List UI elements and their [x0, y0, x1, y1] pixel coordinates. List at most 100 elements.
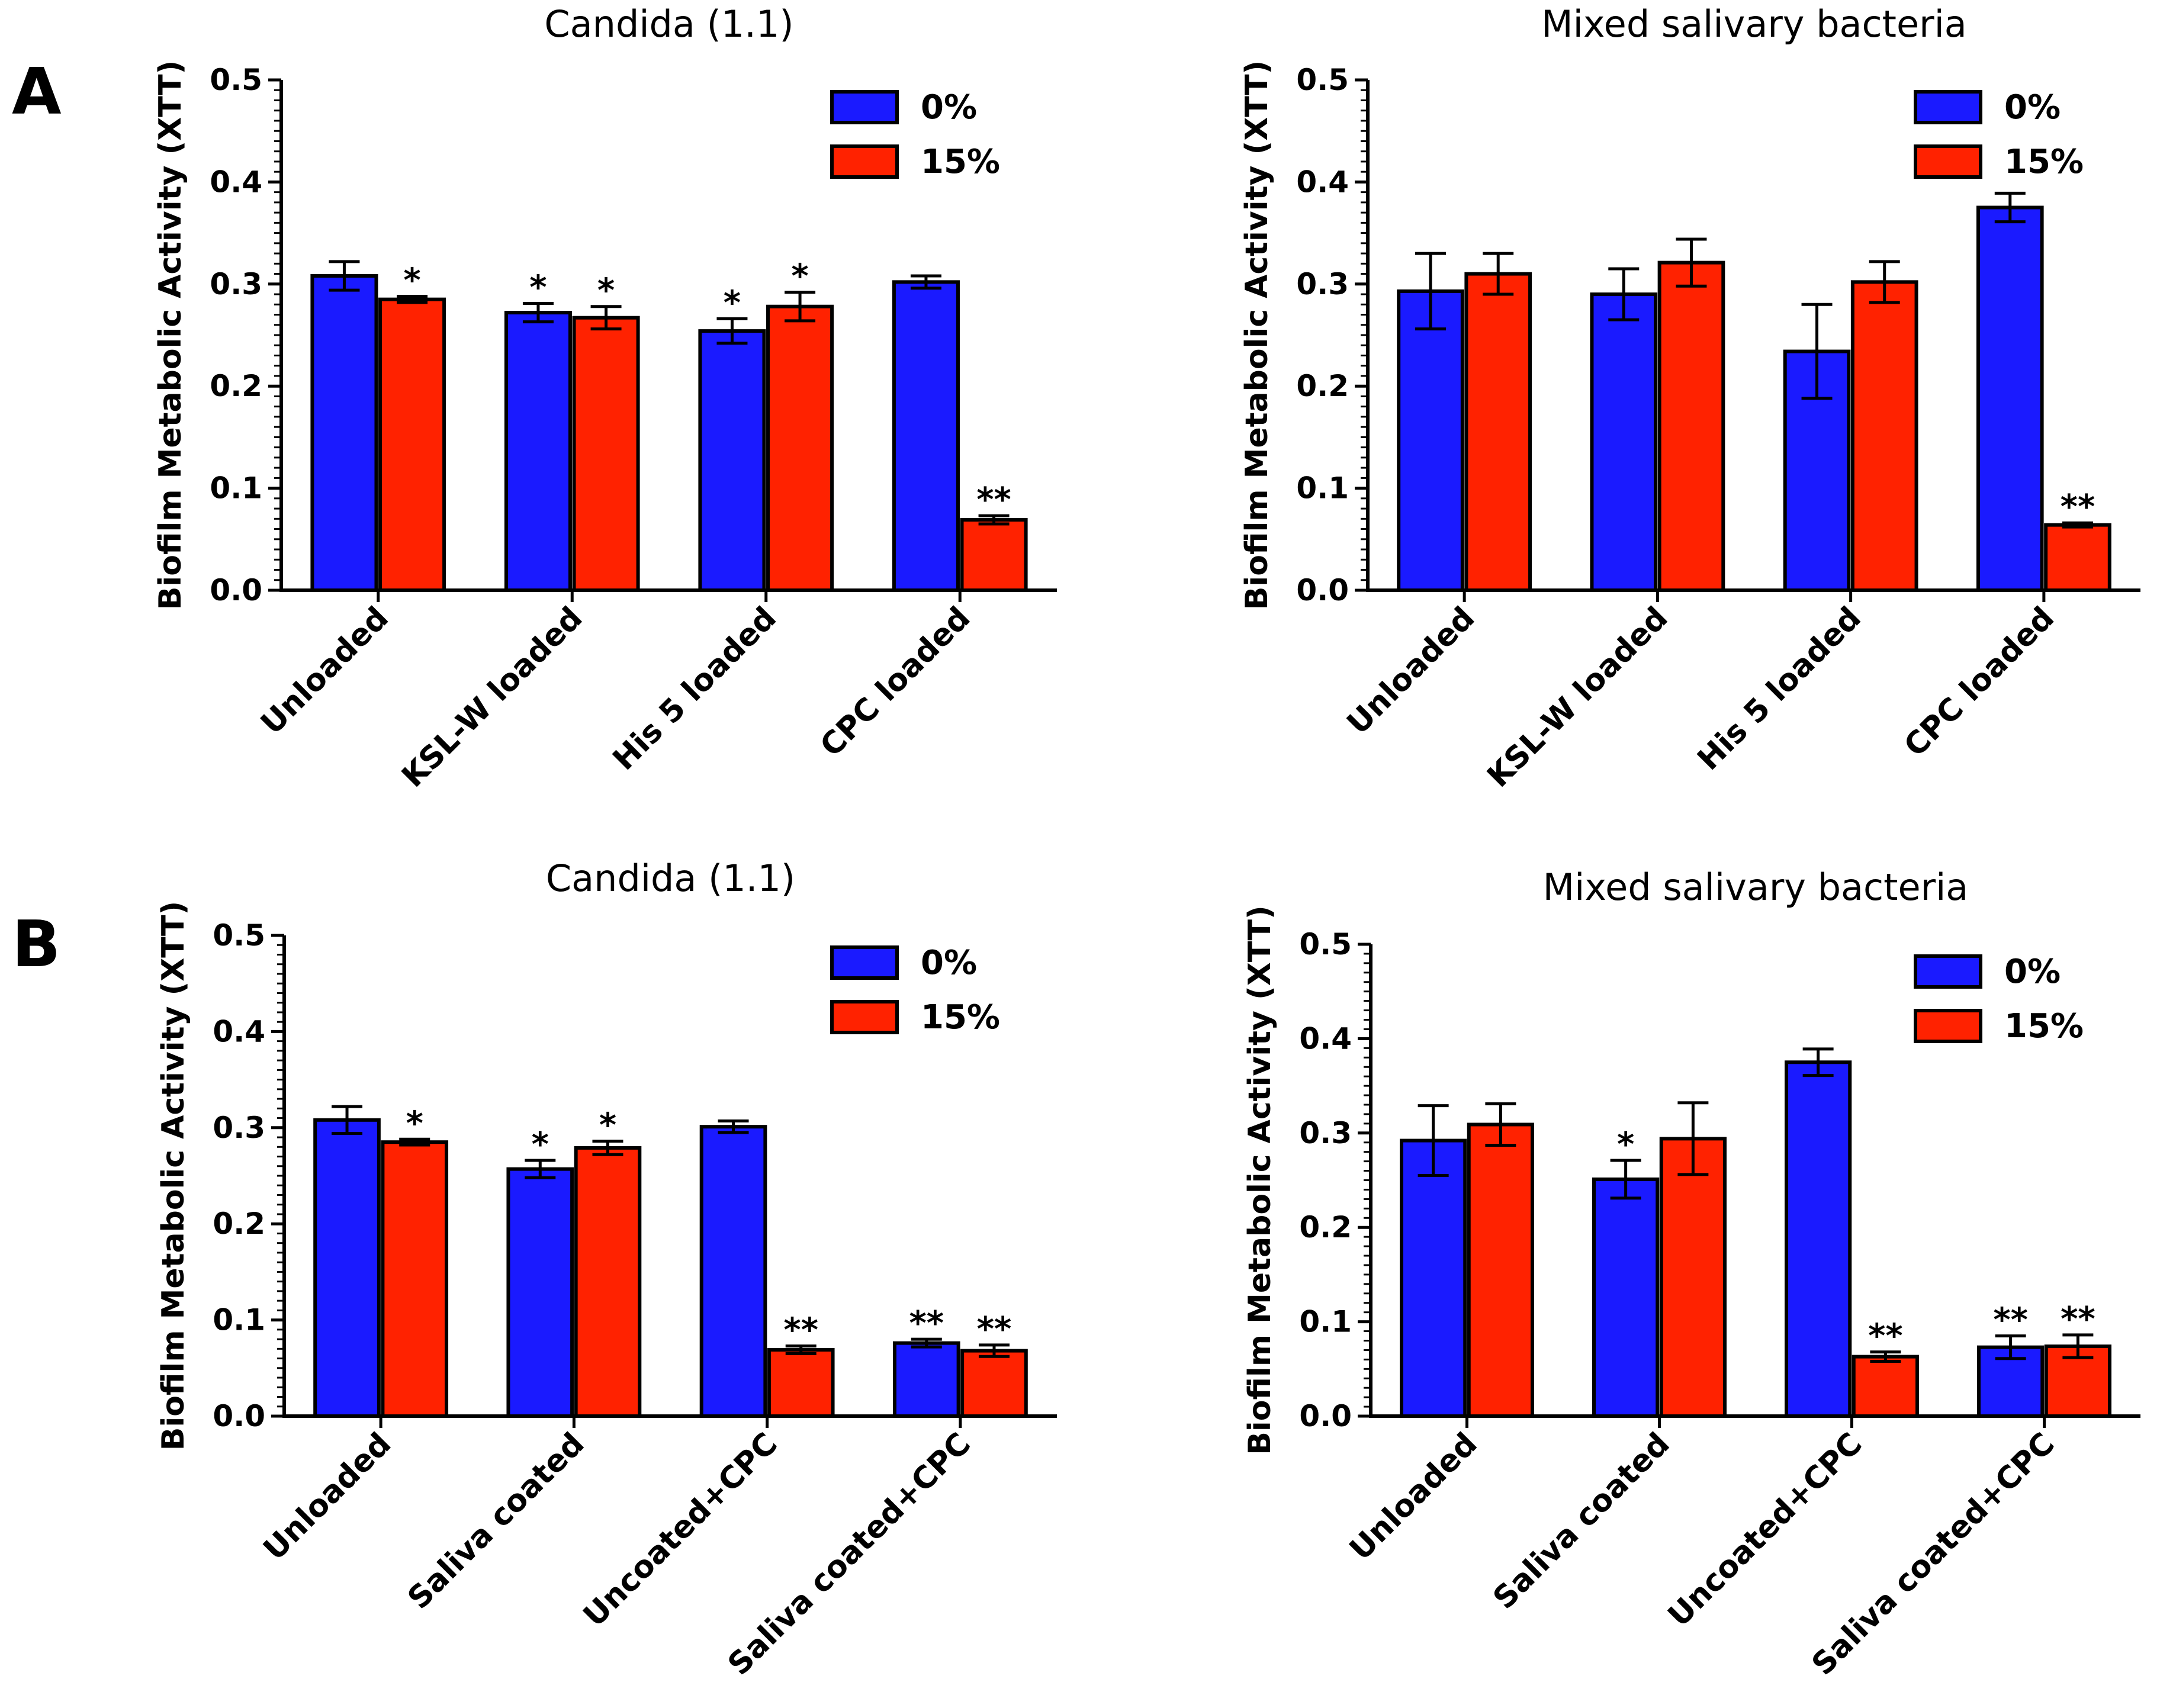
y-tick-label: 0.2 — [1296, 369, 1349, 403]
bar-fifteen — [2044, 523, 2111, 592]
significance-marker: * — [791, 258, 808, 296]
y-tick-label: 0.3 — [1296, 267, 1349, 301]
y-tick-label: 0.5 — [213, 918, 265, 953]
bar-zero — [504, 311, 572, 593]
bar-fifteen — [1657, 260, 1725, 592]
bar-zero — [892, 1341, 960, 1418]
bar-fifteen — [1659, 1137, 1727, 1418]
y-tick-label: 0.4 — [213, 1014, 265, 1048]
x-tick-label: Unloaded — [1341, 600, 1482, 742]
y-tick-label: 0.5 — [1296, 63, 1349, 97]
significance-marker: * — [599, 1106, 616, 1145]
y-tick-label: 0.5 — [1299, 927, 1352, 961]
bar-fifteen — [1850, 280, 1918, 592]
legend-swatch-fifteen — [830, 144, 899, 179]
y-tick-label: 0.2 — [213, 1207, 265, 1241]
y-axis-label: Biofilm Metabolic Activity (XTT) — [156, 901, 191, 1450]
legend-label: 0% — [2004, 953, 2061, 991]
chart-title: Mixed salivary bacteria — [1543, 866, 1969, 909]
y-tick-label: 0.0 — [213, 1399, 265, 1433]
panel-label-b: B — [12, 908, 60, 982]
legend-swatch-zero — [1914, 954, 1982, 989]
bar-fifteen — [1464, 272, 1532, 592]
x-tick-label: KSL-W loaded — [1481, 600, 1675, 795]
y-axis-label: Biofilm Metabolic Activity (XTT) — [1239, 60, 1275, 610]
bar-zero — [310, 274, 378, 592]
x-tick-label: His 5 loaded — [606, 600, 783, 777]
legend-label: 15% — [2004, 1007, 2084, 1046]
significance-marker: ** — [2061, 488, 2095, 526]
significance-marker: * — [597, 272, 615, 310]
legend-label: 15% — [921, 998, 1000, 1037]
significance-marker: * — [529, 269, 547, 307]
y-tick-label: 0.0 — [210, 573, 262, 607]
bar-fifteen — [1852, 1355, 1919, 1418]
legend-label: 15% — [921, 143, 1000, 181]
significance-marker: * — [403, 261, 420, 300]
bar-zero — [892, 280, 960, 592]
bar-zero — [313, 1118, 381, 1418]
y-tick-label: 0.2 — [1299, 1210, 1352, 1244]
y-tick-label: 0.0 — [1299, 1399, 1352, 1433]
legend-swatch-fifteen — [830, 1000, 899, 1034]
bar-zero — [1976, 205, 2044, 592]
significance-marker: * — [532, 1125, 549, 1164]
chart-title: Mixed salivary bacteria — [1541, 2, 1967, 46]
bar-zero — [699, 1125, 767, 1418]
significance-marker: ** — [976, 481, 1011, 519]
chart-title: Candida (1.1) — [544, 2, 793, 46]
bar-zero — [1592, 1177, 1660, 1418]
x-tick-label: His 5 loaded — [1691, 600, 1868, 777]
bar-zero — [1785, 1060, 1852, 1418]
bar-zero — [698, 329, 766, 592]
legend-label: 0% — [2004, 88, 2061, 127]
bar-fifteen — [381, 1140, 449, 1418]
bar-zero — [1397, 289, 1464, 592]
legend-label: 0% — [921, 88, 977, 127]
x-tick-label: Saliva coated — [401, 1426, 591, 1616]
significance-marker: ** — [2061, 1300, 2095, 1339]
significance-marker: ** — [1868, 1317, 1903, 1356]
bar-fifteen — [766, 304, 834, 593]
legend-label: 0% — [921, 944, 977, 982]
significance-marker: ** — [977, 1310, 1012, 1349]
x-tick-label: CPC loaded — [814, 600, 977, 764]
x-tick-label: Unloaded — [254, 600, 396, 742]
significance-marker: * — [724, 284, 741, 322]
significance-marker: * — [406, 1104, 423, 1143]
legend-label: 15% — [2004, 143, 2084, 181]
y-tick-label: 0.1 — [210, 471, 262, 506]
bar-fifteen — [1467, 1122, 1534, 1418]
y-tick-label: 0.5 — [210, 63, 262, 97]
y-axis-label: Biofilm Metabolic Activity (XTT) — [153, 60, 188, 610]
bar-fifteen — [574, 1146, 642, 1418]
x-tick-label: Unloaded — [257, 1426, 398, 1568]
x-tick-label: Unloaded — [1343, 1426, 1484, 1568]
y-tick-label: 0.1 — [213, 1303, 265, 1337]
bar-fifteen — [960, 518, 1028, 593]
chart-title: Candida (1.1) — [546, 857, 795, 900]
chart-b-mixed-salivary-bacteria: Mixed salivary bacteria Biofilm Metabolic… — [1242, 866, 2140, 1683]
x-tick-label: Uncoated+CPC — [1661, 1426, 1869, 1634]
y-tick-label: 0.1 — [1296, 471, 1349, 506]
y-tick-label: 0.1 — [1299, 1305, 1352, 1339]
legend-swatch-zero — [1914, 90, 1982, 124]
legend-swatch-zero — [830, 90, 899, 124]
legend-swatch-fifteen — [1914, 1009, 1982, 1043]
x-tick-label: KSL-W loaded — [395, 600, 589, 795]
chart-a-candida: Candida (1.1) Biofilm Metabolic Activity … — [153, 2, 1057, 795]
y-tick-label: 0.3 — [210, 267, 262, 301]
legend-swatch-fifteen — [1914, 144, 1982, 179]
bar-fifteen — [767, 1347, 835, 1418]
y-tick-label: 0.4 — [1296, 165, 1349, 199]
y-tick-label: 0.0 — [1296, 573, 1349, 607]
significance-marker: ** — [909, 1304, 944, 1343]
bar-fifteen — [960, 1349, 1028, 1418]
bar-fifteen — [378, 297, 446, 592]
y-tick-label: 0.4 — [1299, 1021, 1352, 1056]
y-tick-label: 0.2 — [210, 369, 262, 403]
y-tick-label: 0.3 — [213, 1111, 265, 1145]
x-tick-label: CPC loaded — [1898, 600, 2061, 764]
significance-marker: ** — [1993, 1301, 2028, 1340]
